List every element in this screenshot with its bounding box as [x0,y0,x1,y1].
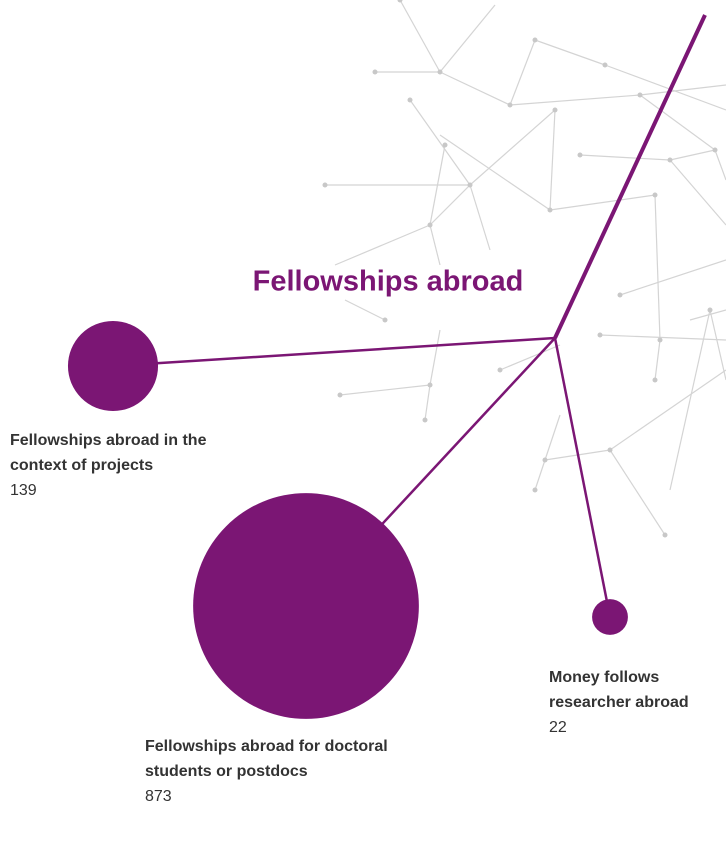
bubble-label: Fellowships abroad for doctoral students… [145,734,430,809]
bubble-label: Fellowships abroad in the context of pro… [10,428,220,503]
category-label: Fellowships abroad for doctoral students… [145,738,388,780]
bubble-label: Money follows researcher abroad 22 [549,665,719,740]
value-label: 873 [145,788,172,805]
bubble [67,320,159,412]
value-label: 22 [549,719,567,736]
bubble [193,493,419,719]
value-label: 139 [10,482,37,499]
main-branch [553,14,707,339]
bubble [592,599,628,635]
branch [112,336,556,368]
category-label: Money follows researcher abroad [549,669,689,711]
branch [553,337,612,618]
chart-title: Fellowships abroad [253,266,524,298]
background-network [322,0,726,538]
category-label: Fellowships abroad in the context of pro… [10,432,207,474]
